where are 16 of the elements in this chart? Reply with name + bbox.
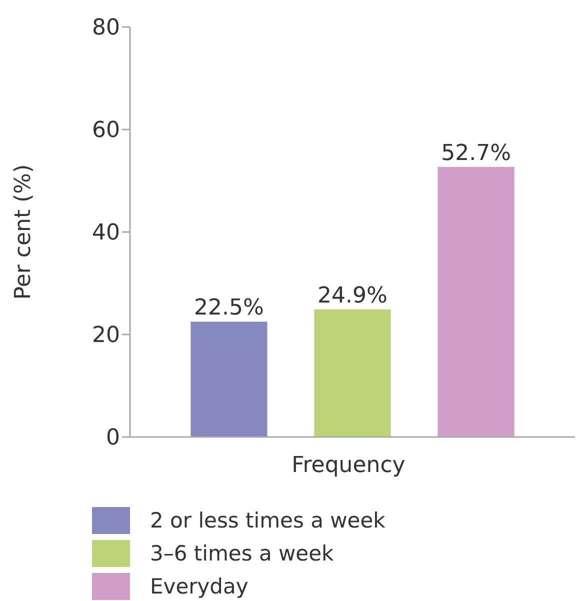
y-tick-label: 80 — [92, 16, 120, 41]
bar — [314, 309, 391, 437]
bar — [438, 166, 514, 437]
x-axis-title: Frequency — [292, 453, 406, 478]
legend-label: 2 or less times a week — [150, 508, 386, 532]
data-label: 52.7% — [441, 140, 511, 166]
data-label: 24.9% — [318, 283, 388, 308]
y-tick-label: 40 — [92, 220, 120, 246]
legend-label: Everyday — [150, 574, 248, 598]
y-axis-title: Per cent (%) — [11, 164, 36, 300]
y-tick-label: 60 — [92, 118, 120, 144]
data-label: 22.5% — [194, 296, 264, 321]
y-tick-label: 0 — [106, 426, 120, 451]
legend-label: 3–6 times a week — [150, 541, 335, 566]
y-tick-label: 20 — [92, 323, 120, 348]
bar — [190, 322, 268, 437]
